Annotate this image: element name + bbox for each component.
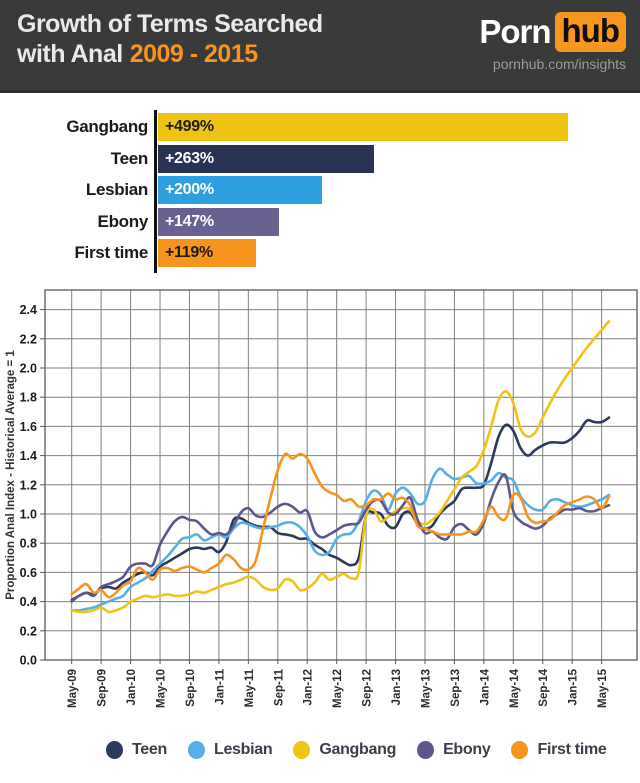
bar-category-label: Gangbang: [66, 117, 148, 136]
bar-category-label: Ebony: [97, 211, 149, 231]
bar-value-label: +119%: [165, 244, 213, 262]
bar-fill: +499%: [158, 113, 568, 141]
page-title: Growth of Terms Searched with Anal 2009 -…: [17, 9, 323, 69]
legend-swatch: [106, 741, 123, 759]
legend-swatch: [187, 741, 205, 759]
series-line-teen: [70, 416, 611, 602]
x-tick-label: May-13: [420, 669, 432, 708]
y-tick-label: 2.4: [20, 303, 37, 317]
legend-label: Lesbian: [213, 741, 273, 758]
legend-swatch: [511, 741, 529, 759]
legend-item: Teen: [106, 741, 167, 759]
bar-category-label: First time: [74, 243, 148, 263]
legend-swatch: [417, 741, 435, 759]
line-chart: 0.0 0.2 0.4 0.6 0.8 1.0 1.2 1.4 1.6 1.8 2.0 2.2 2.4 M…: [5, 289, 638, 708]
series-line-gangbang: [70, 320, 611, 614]
legend-item: Ebony: [417, 741, 491, 759]
bar-fill: +147%: [158, 207, 279, 236]
x-tick-label: May-10: [156, 669, 168, 708]
plot-border: [44, 289, 638, 661]
header: Growth of Terms Searched with Anal 2009 -…: [0, 0, 640, 93]
bar-value-label: +147%: [165, 212, 214, 230]
y-tick-label: 0.6: [20, 566, 37, 580]
bar-fill: +263%: [158, 144, 374, 173]
legend-label: Teen: [132, 741, 167, 758]
y-tick-label: 1.6: [20, 420, 37, 434]
growth-bar-chart: Gangbang +499% Teen +263% Lesbian +200% Ebony +…: [0, 113, 640, 271]
logo-hub-badge: hub: [554, 12, 626, 52]
y-tick-label: 1.4: [20, 449, 37, 463]
bar-fill: +119%: [158, 239, 256, 268]
legend-item: Gangbang: [293, 741, 396, 759]
x-tick-label: Sep-12: [362, 669, 374, 707]
x-tick-label: Sep-11: [273, 668, 285, 706]
title-line1: Growth of Terms Searched: [17, 10, 323, 38]
logo-porn-text: Porn: [479, 13, 551, 50]
legend-label: Ebony: [443, 741, 491, 758]
insights-url: pornhub.com/insights: [492, 56, 626, 72]
x-tick-label: Sep-14: [538, 668, 550, 706]
bar-category-label: Lesbian: [85, 180, 148, 200]
y-tick-label: 0.4: [20, 595, 37, 609]
title-years: 2009 - 2015: [129, 40, 258, 68]
bar-value-label: +499%: [165, 118, 214, 135]
title-line2: with Anal: [17, 40, 123, 68]
bar-row: Ebony +147%: [0, 207, 640, 240]
bar-chart-axis-line: [154, 110, 157, 273]
y-tick-label: 0.0: [20, 654, 37, 668]
x-tick-label: Jan-14: [479, 668, 491, 705]
x-tick-label: Jan-12: [303, 669, 315, 705]
y-tick-label: 1.8: [20, 391, 37, 405]
chart-legend: Teen Lesbian Gangbang Ebony First time: [106, 741, 607, 759]
x-tick-label: May-15: [597, 668, 609, 708]
x-tick-label: May-12: [332, 669, 344, 708]
legend-label: Gangbang: [319, 741, 397, 758]
legend-item: Lesbian: [187, 741, 273, 759]
x-tick-label: Jan-10: [126, 669, 138, 705]
y-tick-label: 0.8: [20, 537, 37, 551]
legend-swatch: [293, 741, 311, 759]
bar-row: Gangbang +499%: [0, 113, 640, 145]
series-line-first-time: [70, 452, 611, 599]
x-tick-label: May-14: [509, 668, 521, 708]
y-axis-title: Proportion Anal Index - Historical Avera…: [5, 350, 17, 600]
pornhub-logo: Porn hub pornhub.com/insights: [479, 12, 626, 72]
x-tick-label: Sep-10: [185, 669, 197, 707]
y-tick-label: 1.2: [20, 478, 37, 492]
x-tick-label: Jan-11: [214, 668, 226, 704]
legend-item: First time: [511, 741, 607, 759]
bar-fill: +200%: [158, 176, 322, 205]
x-tick-label: Sep-09: [97, 669, 109, 707]
y-tick-label: 2.2: [20, 332, 37, 346]
series-line-lesbian: [70, 467, 611, 612]
legend-label: First time: [537, 741, 607, 758]
x-tick-label: Sep-13: [450, 669, 462, 707]
bar-row: Teen +263%: [0, 144, 640, 177]
bar-value-label: +263%: [165, 149, 214, 167]
x-tick-label: May-09: [67, 669, 79, 708]
bar-row: Lesbian +200%: [0, 176, 640, 208]
y-tick-label: 1.0: [20, 508, 37, 522]
bar-category-label: Teen: [110, 148, 149, 168]
x-tick-label: Jan-13: [391, 669, 403, 705]
y-tick-label: 0.2: [20, 624, 37, 638]
bar-row: First time +119%: [0, 239, 640, 271]
x-tick-label: May-11: [244, 668, 256, 707]
x-tick-label: Jan-15: [568, 668, 580, 705]
bar-value-label: +200%: [165, 181, 214, 199]
series-line-ebony: [70, 473, 611, 603]
y-tick-label: 2.0: [20, 362, 37, 376]
